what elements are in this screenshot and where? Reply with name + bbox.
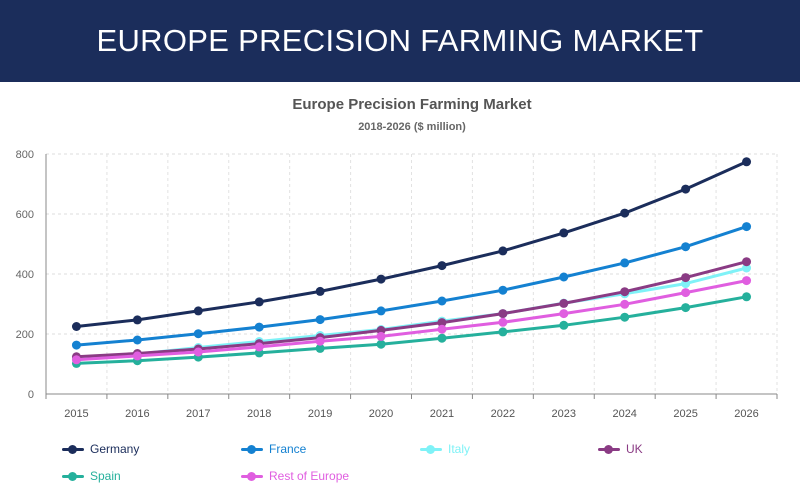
data-point-rest-of-europe [620, 299, 630, 309]
page-title: EUROPE PRECISION FARMING MARKET [96, 23, 704, 58]
data-point-germany [742, 157, 752, 167]
data-point-germany [437, 261, 447, 271]
data-point-spain [376, 339, 386, 349]
data-point-uk [681, 273, 691, 283]
x-tick-label: 2021 [430, 408, 454, 420]
x-tick-label: 2019 [308, 408, 332, 420]
x-tick-label: 2024 [612, 408, 636, 420]
y-tick-label: 0 [28, 389, 34, 401]
data-point-rest-of-europe [71, 355, 81, 365]
series-line-uk [74, 260, 749, 359]
data-point-germany [498, 246, 508, 256]
data-point-germany [132, 315, 142, 325]
data-point-france [620, 258, 630, 268]
legend-label: France [269, 442, 307, 456]
data-point-rest-of-europe [193, 347, 203, 357]
data-point-france [132, 335, 142, 345]
data-point-germany [193, 306, 203, 316]
series-line-germany [74, 160, 749, 328]
data-point-rest-of-europe [498, 317, 508, 327]
series-line-france [74, 225, 749, 347]
legend-marker [247, 472, 256, 481]
data-point-germany [254, 297, 264, 307]
data-point-france [376, 306, 386, 316]
data-point-rest-of-europe [437, 324, 447, 334]
data-point-france [315, 315, 325, 325]
data-point-uk [620, 287, 630, 297]
chart-title: Europe Precision Farming Market [292, 96, 532, 113]
data-point-germany [559, 228, 569, 238]
data-point-spain [559, 320, 569, 330]
data-point-uk [437, 318, 447, 328]
data-point-italy [742, 263, 752, 273]
chart-subtitle: 2018-2026 ($ million) [358, 121, 466, 133]
x-tick-label: 2015 [64, 408, 88, 420]
legend-marker [426, 445, 435, 454]
legend-marker [68, 445, 77, 454]
legend-marker [604, 445, 613, 454]
data-point-rest-of-europe [315, 336, 325, 346]
data-point-spain [315, 343, 325, 353]
data-point-rest-of-europe [254, 342, 264, 352]
data-point-rest-of-europe [681, 288, 691, 298]
data-point-france [71, 340, 81, 350]
data-point-germany [376, 274, 386, 284]
data-point-france [559, 272, 569, 282]
legend-label: UK [626, 442, 643, 456]
data-point-france [681, 242, 691, 252]
legend-label: Germany [90, 442, 140, 456]
data-point-spain [681, 303, 691, 313]
series-line-rest-of-europe [74, 279, 749, 362]
y-tick-label: 400 [16, 269, 34, 281]
legend-label: Spain [90, 469, 121, 483]
x-tick-label: 2020 [369, 408, 393, 420]
data-point-spain [437, 333, 447, 343]
data-point-france [437, 296, 447, 306]
y-tick-label: 200 [16, 329, 34, 341]
data-point-uk [559, 298, 569, 308]
data-point-france [742, 222, 752, 232]
legend-marker [247, 445, 256, 454]
data-point-uk [498, 309, 508, 319]
data-point-rest-of-europe [559, 309, 569, 319]
data-point-germany [620, 208, 630, 218]
data-point-rest-of-europe [376, 331, 386, 341]
data-point-france [254, 322, 264, 332]
x-tick-label: 2025 [673, 408, 697, 420]
data-point-rest-of-europe [132, 351, 142, 361]
series-line-spain [74, 295, 749, 365]
data-point-germany [315, 286, 325, 296]
data-point-spain [498, 327, 508, 337]
x-tick-label: 2026 [734, 408, 758, 420]
data-point-rest-of-europe [742, 276, 752, 286]
data-point-france [498, 285, 508, 295]
data-point-spain [742, 292, 752, 302]
legend-marker [68, 472, 77, 481]
data-point-uk [742, 257, 752, 267]
data-point-germany [71, 322, 81, 331]
x-tick-label: 2023 [552, 408, 576, 420]
legend-label: Italy [448, 442, 471, 456]
x-tick-label: 2018 [247, 408, 271, 420]
x-tick-label: 2017 [186, 408, 210, 420]
x-tick-label: 2022 [491, 408, 515, 420]
legend-label: Rest of Europe [269, 469, 350, 483]
data-point-spain [620, 312, 630, 322]
data-point-germany [681, 184, 691, 194]
header-banner: EUROPE PRECISION FARMING MARKET [0, 0, 800, 82]
x-tick-label: 2016 [125, 408, 149, 420]
data-point-france [193, 329, 203, 339]
y-tick-label: 800 [16, 149, 34, 161]
y-tick-label: 600 [16, 209, 34, 221]
